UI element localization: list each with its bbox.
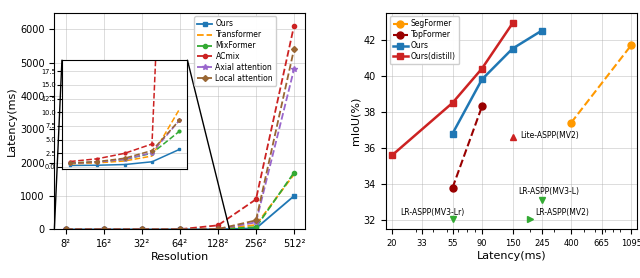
MixFormer: [138, 228, 146, 231]
Transformer: [290, 173, 298, 176]
Ours: [478, 78, 486, 81]
TopFormer: [449, 186, 456, 190]
ACmix: [176, 227, 184, 231]
Text: LR-ASPP(MV2): LR-ASPP(MV2): [536, 208, 589, 217]
Axial attention: [214, 227, 222, 231]
Ours(distill): [478, 67, 486, 70]
Line: Ours: Ours: [64, 194, 296, 231]
Transformer: [214, 227, 222, 231]
Local attention: [290, 48, 298, 51]
Line: Axial attention: Axial attention: [63, 66, 297, 232]
Ours(distill): [388, 154, 396, 157]
Transformer: [252, 223, 260, 227]
Y-axis label: Latency(ms): Latency(ms): [7, 86, 17, 156]
Legend: SegFormer, TopFormer, Ours, Ours(distill): SegFormer, TopFormer, Ours, Ours(distill…: [390, 16, 459, 64]
TopFormer: [478, 105, 486, 108]
Axial attention: [138, 228, 146, 231]
ACmix: [62, 228, 70, 231]
Transformer: [62, 228, 70, 231]
Line: MixFormer: MixFormer: [64, 171, 296, 231]
Axial attention: [100, 228, 108, 231]
Local attention: [100, 228, 108, 231]
Line: SegFormer: SegFormer: [568, 42, 635, 126]
Local attention: [62, 228, 70, 231]
MixFormer: [290, 171, 298, 174]
Axial attention: [252, 221, 260, 224]
ACmix: [252, 198, 260, 201]
Ours: [449, 132, 456, 135]
Ours: [538, 29, 546, 32]
Ours: [509, 47, 516, 50]
Transformer: [138, 228, 146, 231]
Local attention: [252, 219, 260, 222]
Axial attention: [62, 228, 70, 231]
X-axis label: Latency(ms): Latency(ms): [476, 251, 546, 261]
Local attention: [176, 228, 184, 231]
Line: Local attention: Local attention: [64, 47, 296, 231]
Line: Transformer: Transformer: [66, 174, 294, 229]
Local attention: [138, 228, 146, 231]
Ours(distill): [509, 22, 516, 25]
Ours: [214, 228, 222, 231]
Text: LR-ASPP(MV3-L): LR-ASPP(MV3-L): [518, 187, 579, 196]
ACmix: [214, 224, 222, 227]
Ours: [290, 194, 298, 198]
Line: Ours: Ours: [449, 27, 545, 137]
Line: TopFormer: TopFormer: [449, 103, 486, 191]
Y-axis label: mIoU(%): mIoU(%): [351, 97, 361, 145]
MixFormer: [100, 228, 108, 231]
Axial attention: [290, 68, 298, 71]
ACmix: [100, 228, 108, 231]
ACmix: [290, 24, 298, 28]
Ours: [62, 228, 70, 231]
Ours: [100, 228, 108, 231]
SegFormer: [627, 43, 635, 47]
Line: Ours(distill): Ours(distill): [388, 20, 516, 159]
Axial attention: [176, 228, 184, 231]
Ours: [138, 228, 146, 231]
X-axis label: Resolution: Resolution: [151, 252, 209, 262]
Legend: Ours, Transformer, MixFormer, ACmix, Axial attention, Local attention: Ours, Transformer, MixFormer, ACmix, Axi…: [194, 16, 276, 86]
MixFormer: [62, 228, 70, 231]
Text: LR-ASPP(MV3-Lr): LR-ASPP(MV3-Lr): [401, 208, 465, 217]
ACmix: [138, 228, 146, 231]
MixFormer: [176, 228, 184, 231]
MixFormer: [214, 227, 222, 231]
Ours: [252, 227, 260, 230]
Text: Lite-ASPP(MV2): Lite-ASPP(MV2): [520, 131, 579, 140]
Line: ACmix: ACmix: [64, 24, 296, 231]
Ours: [176, 228, 184, 231]
MixFormer: [252, 225, 260, 229]
Transformer: [100, 228, 108, 231]
Ours(distill): [449, 101, 456, 105]
Local attention: [214, 227, 222, 231]
SegFormer: [567, 121, 575, 125]
Transformer: [176, 228, 184, 231]
